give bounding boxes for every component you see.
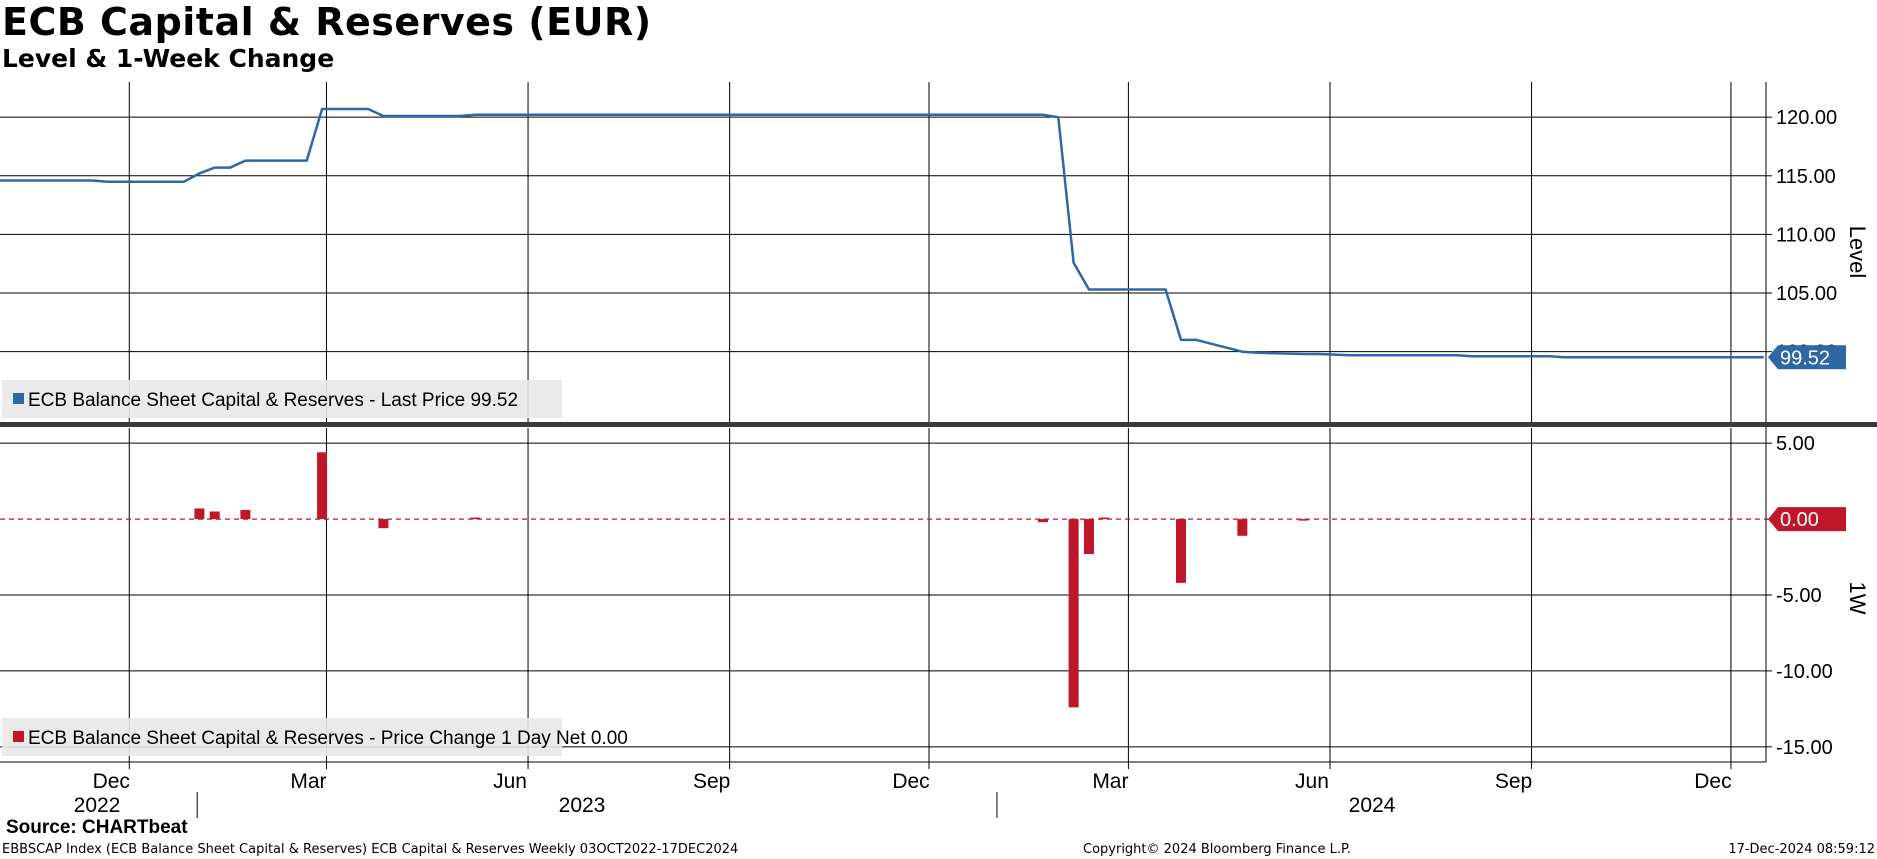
footer-copyright: Copyright© 2024 Bloomberg Finance L.P. [1083, 842, 1351, 857]
y-tick-label-level: 120.00 [1776, 107, 1837, 129]
y-axis-title-level: Level [1845, 226, 1870, 279]
x-tick-label: Mar [1092, 770, 1128, 793]
x-tick-label: Dec [892, 770, 929, 793]
last-change-badge [1768, 507, 1846, 532]
x-tick-label: Dec [93, 770, 130, 793]
change-bar [194, 508, 205, 520]
y-axis-title-change: 1W [1845, 582, 1870, 615]
footer-timestamp: 17-Dec-2024 08:59:12 [1728, 842, 1875, 857]
x-tick-label: Dec [1694, 770, 1731, 793]
change-bar [317, 452, 328, 520]
change-bar [1298, 519, 1309, 521]
legend-change-swatch [13, 731, 24, 742]
legend-level-text: ECB Balance Sheet Capital & Reserves - L… [28, 390, 518, 411]
y-tick-label-level: 115.00 [1776, 166, 1836, 188]
y-tick-label-change: -5.00 [1776, 585, 1822, 607]
y-tick-label-change: -15.00 [1776, 737, 1833, 759]
chart-subtitle: Level & 1-Week Change [2, 44, 335, 73]
last-level-badge [1768, 345, 1846, 370]
last-level-value: 99.52 [1780, 347, 1830, 369]
x-tick-label: Jun [1295, 770, 1329, 793]
change-bar [1099, 517, 1110, 520]
x-year-label: 2023 [559, 794, 606, 817]
x-year-label: 2024 [1349, 794, 1396, 817]
change-bar [378, 519, 389, 529]
x-tick-label: Jun [493, 770, 527, 793]
y-tick-label-change: -10.00 [1776, 661, 1833, 683]
change-bar [1068, 519, 1079, 708]
change-bar [1175, 519, 1186, 583]
legend-level-swatch [13, 393, 24, 404]
change-bar [1237, 519, 1248, 536]
legend-change-text: ECB Balance Sheet Capital & Reserves - P… [28, 728, 628, 749]
legend-level-box [2, 380, 562, 418]
source-note: Source: CHARTbeat [6, 817, 188, 838]
change-bar [209, 511, 220, 520]
y-tick-label-change: 5.00 [1776, 433, 1815, 455]
x-year-label: 2022 [74, 794, 121, 817]
y-tick-label-level: 110.00 [1776, 224, 1836, 246]
change-bar [240, 509, 251, 520]
panel-divider [0, 422, 1877, 427]
footer-ticker-info: EBBSCAP Index (ECB Balance Sheet Capital… [2, 842, 739, 857]
chart-title: ECB Capital & Reserves (EUR) [2, 0, 652, 44]
y-tick-label-level: 105.00 [1776, 283, 1837, 305]
legend-change-box [2, 718, 562, 756]
x-tick-label: Sep [1495, 770, 1532, 793]
x-tick-label: Sep [693, 770, 730, 793]
last-change-value: 0.00 [1780, 509, 1819, 531]
change-bar [1083, 519, 1094, 555]
x-tick-label: Mar [290, 770, 326, 793]
change-bar [1037, 519, 1048, 523]
level-series-line [0, 107, 1764, 359]
change-bar [470, 517, 481, 520]
